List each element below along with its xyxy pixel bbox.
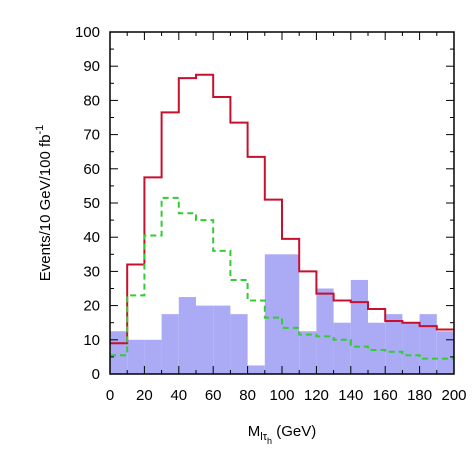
x-tick-label: 160 xyxy=(373,387,398,404)
y-tick-label: 70 xyxy=(83,127,100,144)
filled-bin-bar xyxy=(230,314,248,374)
filled-bin-bar xyxy=(110,331,128,374)
filled-bin-bar xyxy=(350,279,368,374)
filled-bin-bar xyxy=(402,322,420,374)
tick-labels: 0 20 40 60 80 100 120 140 160 180 200 0 10 20 30 40 50 60… xyxy=(75,24,467,404)
filled-bin-bar xyxy=(282,254,300,374)
y-axis-label: Events/10 GeV/100 fb-1 xyxy=(34,125,54,282)
y-tick-label: 60 xyxy=(83,161,100,178)
y-tick-label: 50 xyxy=(83,195,100,212)
filled-bin-bar xyxy=(178,297,196,374)
y-tick-label: 100 xyxy=(75,24,100,41)
x-tick-label: 0 xyxy=(106,387,114,404)
x-tick-label: 100 xyxy=(269,387,294,404)
dashed-histogram-line xyxy=(110,196,454,360)
y-tick-label: 40 xyxy=(83,229,100,246)
x-tick-label: 200 xyxy=(441,387,466,404)
line-histograms xyxy=(110,73,454,360)
x-tick-label: 140 xyxy=(338,387,363,404)
filled-bin-bar xyxy=(213,305,231,374)
x-tick-label: 80 xyxy=(239,387,256,404)
filled-bin-bar xyxy=(333,322,351,374)
x-axis-label: Mlτh (GeV) xyxy=(248,423,317,446)
filled-bin-bar xyxy=(385,314,403,374)
filled-bin-bar xyxy=(161,314,179,374)
filled-bin-bar xyxy=(247,365,265,374)
y-tick-label: 10 xyxy=(83,332,100,349)
x-tick-label: 60 xyxy=(205,387,222,404)
filled-bin-bar xyxy=(419,314,437,374)
y-tick-label: 30 xyxy=(83,263,100,280)
x-tick-label: 120 xyxy=(304,387,329,404)
x-tick-label: 40 xyxy=(170,387,187,404)
x-tick-label: 180 xyxy=(407,387,432,404)
y-tick-label: 80 xyxy=(83,92,100,109)
x-tick-label: 20 xyxy=(136,387,153,404)
axis-ticks xyxy=(109,31,455,375)
filled-bin-bar xyxy=(264,254,282,374)
filled-bin-bar xyxy=(316,288,334,374)
filled-bin-bar xyxy=(196,305,214,374)
filled-bin-bar xyxy=(436,331,454,374)
y-tick-label: 0 xyxy=(92,366,100,383)
y-tick-label: 20 xyxy=(83,298,100,315)
filled-bin-bar xyxy=(368,322,386,374)
solid-histogram-line xyxy=(110,73,454,345)
filled-bin-bar xyxy=(127,339,145,374)
filled-bin-bar xyxy=(144,339,162,374)
filled-bin-bar xyxy=(299,331,317,374)
y-tick-label: 90 xyxy=(83,58,100,75)
filled-histogram xyxy=(110,254,454,374)
